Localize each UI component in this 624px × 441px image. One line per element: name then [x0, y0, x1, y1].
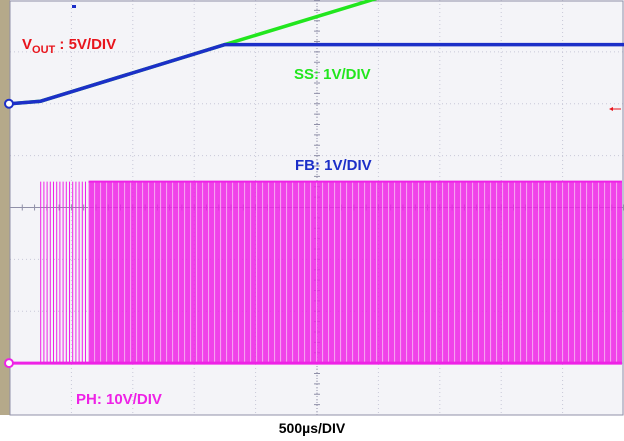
- series-label-ss: SS: 1V/DIV: [294, 66, 371, 83]
- trigger-position-marker: [72, 5, 76, 8]
- series-label-ph: PH: 10V/DIV: [76, 391, 162, 408]
- left-strip: [0, 0, 10, 415]
- ground-markers: [4, 98, 14, 369]
- ground-marker-1: [4, 98, 14, 109]
- ph-switching-band: [88, 181, 623, 364]
- series-label-fb: FB: 1V/DIV: [295, 157, 372, 174]
- plot-border: [9, 0, 624, 416]
- trigger-arrow-icon: [609, 107, 621, 111]
- series-label-vout: VOUT : 5V/DIV: [22, 36, 116, 56]
- traces: [9, 0, 624, 365]
- series-line-2: [9, 42, 624, 106]
- x-scale-label: 500µs/DIV: [278, 420, 346, 436]
- ground-marker-2: [4, 358, 14, 369]
